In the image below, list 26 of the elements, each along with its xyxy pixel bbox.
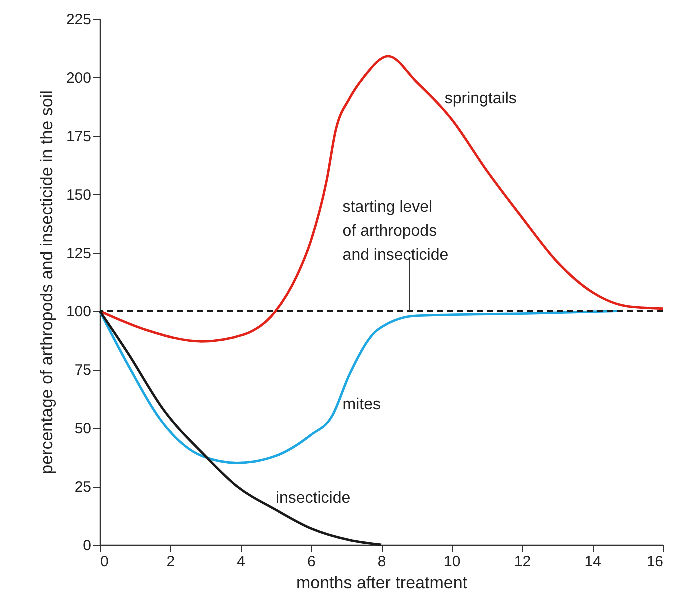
y-tick-label: 200 <box>66 70 92 87</box>
series-label: springtails <box>444 90 517 108</box>
x-axis-title: months after treatment <box>296 574 468 592</box>
x-tick-label: 4 <box>237 554 246 570</box>
x-tick-label: 8 <box>378 554 386 570</box>
y-tick-label: 175 <box>66 128 92 146</box>
series-label: insecticide <box>276 490 351 508</box>
y-tick-label: 125 <box>66 245 92 262</box>
series-label: mites <box>342 396 382 414</box>
x-tick-label: 0 <box>100 554 109 570</box>
x-tick-label: 14 <box>584 554 602 570</box>
y-tick-label: 225 <box>66 12 92 28</box>
y-tick-label: 25 <box>74 479 92 496</box>
ref-line-label: starting level of arthropods and insecticide <box>342 199 449 264</box>
y-tick-label: 150 <box>66 186 92 204</box>
x-tick-label: 12 <box>514 554 532 570</box>
x-tick-label: 6 <box>307 554 316 570</box>
x-tick-label: 10 <box>444 554 461 570</box>
x-tick-label: 16 <box>646 554 664 570</box>
y-tick-label: 75 <box>74 362 92 380</box>
y-tick-label: 50 <box>74 420 92 438</box>
x-tick-label: 2 <box>166 554 176 570</box>
y-tick-label: 100 <box>66 304 92 321</box>
line-series <box>98 310 622 464</box>
y-axis-title: percentage of arthropods and insecticide in the soil <box>37 90 56 474</box>
y-tick-label: 0 <box>83 538 92 554</box>
